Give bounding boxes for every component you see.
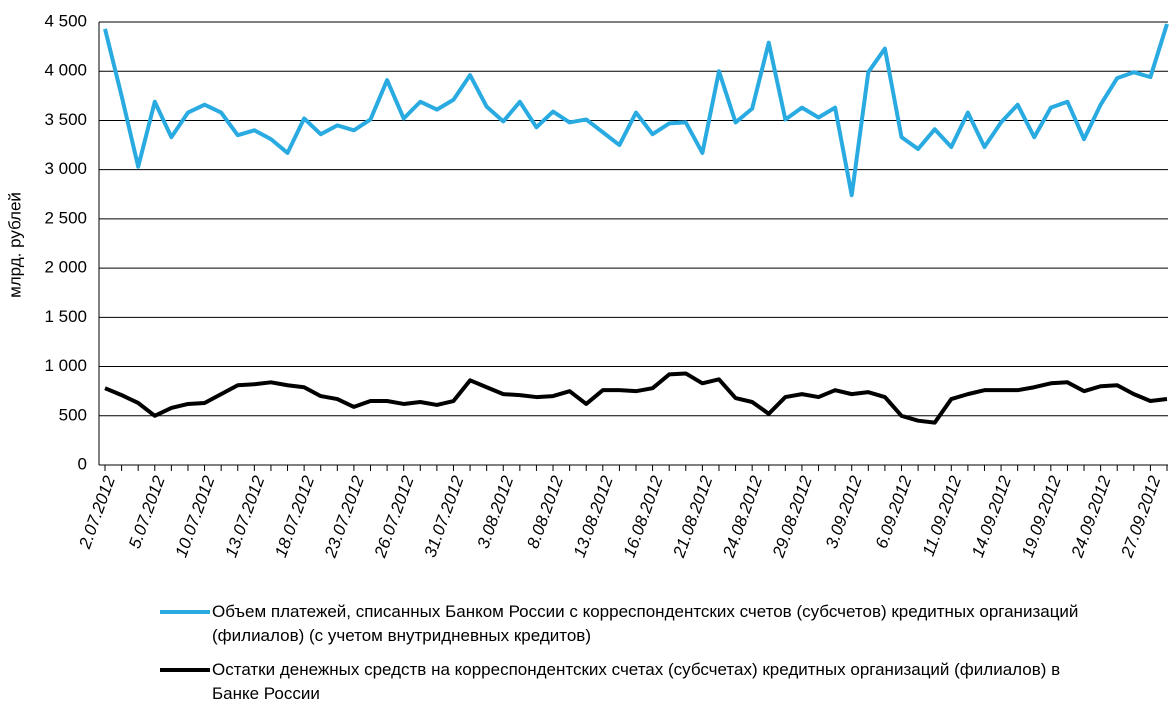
y-tick-label: 0: [78, 454, 87, 473]
x-tick-label: 11.09.2012: [919, 473, 966, 559]
x-tick-label: 18.07.2012: [271, 473, 318, 560]
x-tick-label: 21.08.2012: [669, 473, 716, 561]
x-tick-label: 13.08.2012: [570, 473, 617, 560]
x-tick-label: 24.08.2012: [719, 473, 766, 561]
legend-label: Объем платежей, списанных Банком России …: [212, 602, 1079, 645]
x-tick-label: 24.09.2012: [1067, 473, 1114, 561]
x-tick-label: 3.08.2012: [473, 473, 517, 551]
x-tick-label: 23.07.2012: [321, 473, 368, 561]
y-axis-label: млрд. рублей: [5, 192, 24, 298]
legend-swatch: [160, 668, 210, 672]
legend: Объем платежей, списанных Банком России …: [160, 600, 1120, 716]
x-tick-label: 14.09.2012: [968, 473, 1015, 560]
y-tick-label: 2 000: [44, 258, 87, 277]
x-tick-label: 8.08.2012: [523, 473, 567, 551]
x-tick-label: 3.09.2012: [822, 473, 866, 551]
legend-swatch: [160, 610, 210, 614]
x-tick-label: 2.07.2012: [75, 473, 119, 552]
x-tick-label: 29.08.2012: [769, 473, 816, 561]
x-tick-label: 10.07.2012: [172, 473, 219, 560]
legend-label: Остатки денежных средств на корреспонден…: [212, 660, 1061, 703]
y-tick-label: 3 500: [44, 110, 87, 129]
y-tick-label: 500: [59, 405, 87, 424]
x-tick-label: 6.09.2012: [872, 473, 916, 551]
legend-item: Объем платежей, списанных Банком России …: [160, 600, 1092, 648]
x-tick-label: 31.07.2012: [420, 473, 467, 560]
y-tick-label: 2 500: [44, 208, 87, 227]
line-series: [104, 371, 1168, 425]
x-tick-label: 26.07.2012: [370, 473, 417, 561]
y-tick-label: 1 500: [44, 307, 87, 326]
chart: млрд. рублей 0 500 1 000 1 500 2 000 2 500 3 0…: [5, 11, 1169, 561]
x-tick-label: 16.08.2012: [620, 473, 667, 560]
x-tick-label: 5.07.2012: [125, 473, 169, 551]
x-tick-label: 27.09.2012: [1117, 473, 1164, 561]
line-series: [103, 23, 1169, 198]
legend-item: Остатки денежных средств на корреспонден…: [160, 658, 1092, 706]
x-tick-label: 13.07.2012: [221, 473, 268, 560]
x-tick-label: 19.09.2012: [1018, 473, 1065, 560]
y-tick-label: 3 000: [44, 159, 87, 178]
y-tick-label: 4 000: [44, 61, 87, 80]
y-tick-label: 4 500: [44, 11, 87, 30]
y-tick-label: 1 000: [44, 356, 87, 375]
